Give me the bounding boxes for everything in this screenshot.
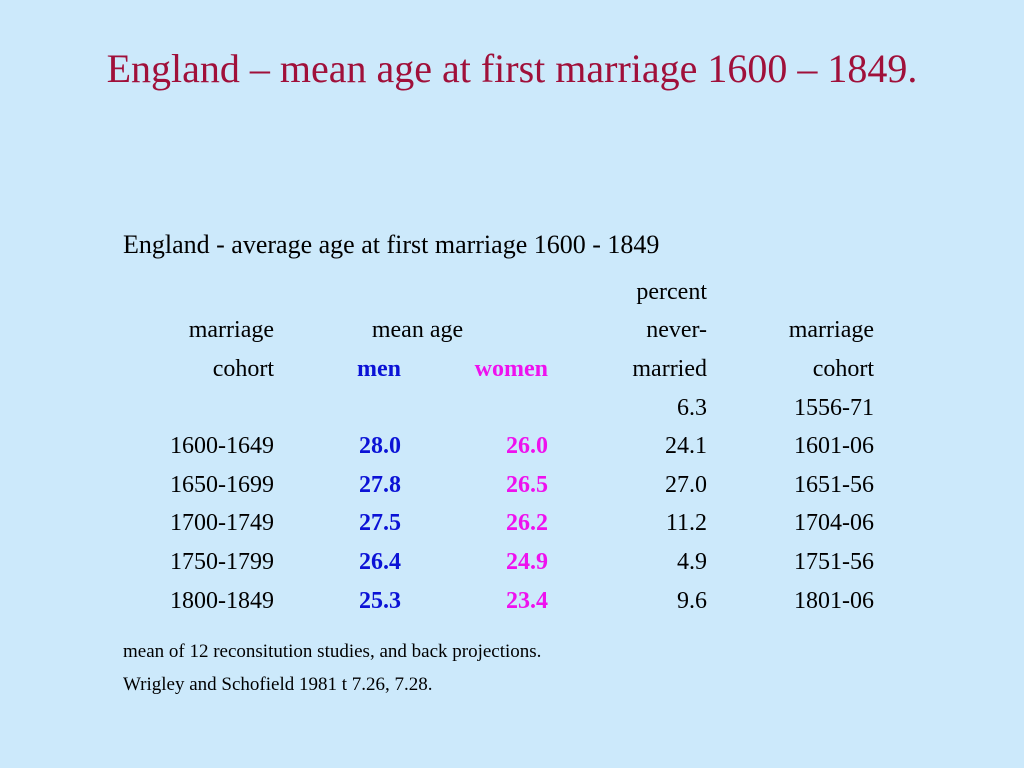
extra-row-cohort2: 1556-71 (794, 395, 874, 421)
row-cohort: 1650-1699 (170, 472, 274, 498)
row-women-age: 26.2 (506, 510, 548, 536)
row-cohort: 1600-1649 (170, 433, 274, 459)
row-percent: 27.0 (665, 472, 707, 498)
row-women-age: 26.5 (506, 472, 548, 498)
row-percent: 11.2 (665, 510, 707, 536)
row-women-age: 26.0 (506, 433, 548, 459)
extra-row-percent: 6.3 (677, 395, 707, 421)
table-caption: England - average age at first marriage … (123, 230, 660, 259)
header-women: women (474, 356, 548, 382)
row-percent: 9.6 (677, 588, 707, 614)
row-cohort2: 1801-06 (794, 588, 874, 614)
row-men-age: 27.8 (359, 472, 401, 498)
header-cohort-line1: marriage (188, 317, 274, 343)
header-cohort2-line1: marriage (788, 317, 874, 343)
header-cohort-line2: cohort (212, 356, 274, 382)
row-cohort2: 1651-56 (794, 472, 874, 498)
row-women-age: 24.9 (506, 549, 548, 575)
header-percent-line3: married (632, 356, 707, 382)
row-cohort2: 1751-56 (794, 549, 874, 575)
header-mean-age: mean age (371, 317, 464, 343)
row-cohort: 1700-1749 (170, 510, 274, 536)
header-men: men (357, 356, 401, 382)
row-men-age: 28.0 (359, 433, 401, 459)
row-percent: 4.9 (677, 549, 707, 575)
header-percent-line2: never- (646, 317, 707, 343)
row-cohort: 1750-1799 (170, 549, 274, 575)
row-men-age: 27.5 (359, 510, 401, 536)
row-cohort2: 1601-06 (794, 433, 874, 459)
row-men-age: 26.4 (359, 549, 401, 575)
row-cohort: 1800-1849 (170, 588, 274, 614)
header-cohort2-line2: cohort (812, 356, 874, 382)
row-percent: 24.1 (665, 433, 707, 459)
header-percent-line1: percent (636, 279, 707, 305)
footnote-source: Wrigley and Schofield 1981 t 7.26, 7.28. (123, 674, 433, 695)
footnote-method: mean of 12 reconsitution studies, and ba… (123, 641, 542, 662)
row-cohort2: 1704-06 (794, 510, 874, 536)
row-women-age: 23.4 (506, 588, 548, 614)
slide-title: England – mean age at first marriage 160… (106, 46, 918, 91)
row-men-age: 25.3 (359, 588, 401, 614)
